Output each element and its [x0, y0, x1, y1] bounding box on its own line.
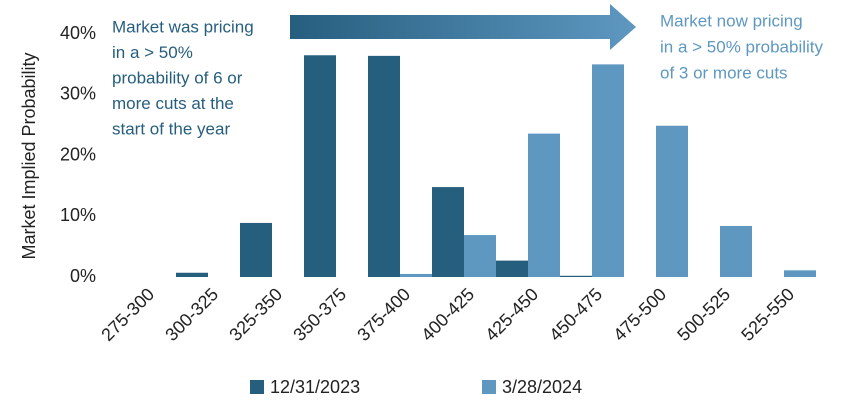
annotation: more cuts at the [112, 94, 234, 113]
bar [464, 235, 496, 277]
x-tick-label: 400-425 [417, 284, 478, 345]
y-tick-label: 0% [70, 266, 96, 286]
bar [592, 64, 624, 277]
x-tick-label: 475-500 [609, 284, 670, 345]
x-tick-label: 500-525 [673, 284, 734, 345]
x-tick-label: 375-400 [353, 284, 414, 345]
x-tick-label: 425-450 [481, 284, 542, 345]
bar [528, 133, 560, 277]
bar [656, 125, 688, 277]
bar [720, 225, 752, 277]
legend-swatch [482, 380, 496, 394]
y-axis-label: Market Implied Probability [19, 52, 39, 259]
bar [304, 55, 336, 278]
bar [784, 270, 816, 277]
annotation: Market now pricing [660, 11, 803, 30]
annotation: in a > 50% probability [660, 37, 824, 56]
x-tick-label: 525-550 [737, 284, 798, 345]
bar [400, 273, 432, 277]
bar [496, 260, 528, 277]
bar [176, 272, 208, 277]
annotation: Market was pricing [112, 17, 254, 36]
annotation: probability of 6 or [112, 68, 243, 87]
legend-label: 3/28/2024 [502, 377, 582, 397]
y-tick-label: 40% [60, 23, 96, 43]
bar [560, 275, 592, 277]
legend-label: 12/31/2023 [270, 377, 360, 397]
x-tick-label: 450-475 [545, 284, 606, 345]
annotation: of 3 or more cuts [660, 63, 788, 82]
annotation: start of the year [112, 119, 230, 138]
y-tick-label: 10% [60, 205, 96, 225]
x-tick-label: 300-325 [161, 284, 222, 345]
x-tick-label: 275-300 [97, 284, 158, 345]
x-tick-label: 350-375 [289, 284, 350, 345]
legend-swatch [250, 380, 264, 394]
x-tick-label: 325-350 [225, 284, 286, 345]
bar [240, 222, 272, 277]
y-tick-label: 30% [60, 84, 96, 104]
y-tick-label: 20% [60, 144, 96, 164]
bar [368, 55, 400, 278]
annotation: in a > 50% [112, 43, 193, 62]
arrow [290, 4, 636, 50]
bar [432, 187, 464, 277]
